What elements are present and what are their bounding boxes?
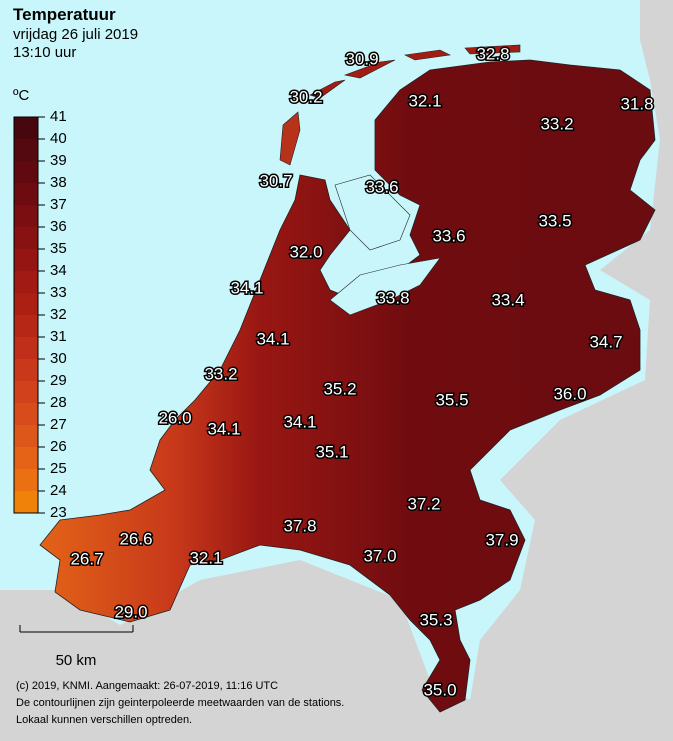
tick-label: 23 <box>50 504 67 521</box>
tick-label: 31 <box>50 328 67 345</box>
tick-label: 39 <box>50 152 67 169</box>
colorbar-segment <box>14 205 38 227</box>
station-value: 32.0 <box>289 242 322 261</box>
colorbar-segment <box>14 469 38 491</box>
island <box>279 111 301 166</box>
colorbar-segment <box>14 293 38 315</box>
station-value: 33.6 <box>432 226 465 245</box>
station-value: 32.1 <box>189 548 222 567</box>
colorbar-segment <box>14 425 38 447</box>
colorbar-segment <box>14 183 38 205</box>
station-value: 37.8 <box>283 516 316 535</box>
colorbar-segment <box>14 117 38 139</box>
station-value: 33.2 <box>204 364 237 383</box>
station-value: 35.3 <box>419 610 452 629</box>
footer-text: De contourlijnen zijn geinterpoleerde me… <box>16 697 344 709</box>
station-value: 34.1 <box>207 419 240 438</box>
footer-text: Lokaal kunnen verschillen optreden. <box>16 714 192 726</box>
station-value: 29.0 <box>114 602 147 621</box>
colorbar-segment <box>14 403 38 425</box>
tick-label: 38 <box>50 174 67 191</box>
colorbar-segment <box>14 447 38 469</box>
station-value: 26.0 <box>158 408 191 427</box>
station-value: 26.6 <box>119 529 152 548</box>
station-value: 32.1 <box>408 91 441 110</box>
time: 13:10 uur <box>13 44 76 61</box>
islands <box>309 44 521 99</box>
station-value: 35.5 <box>435 390 468 409</box>
station-value: 33.8 <box>376 288 409 307</box>
tick-label: 24 <box>50 482 67 499</box>
station-value: 26.7 <box>70 549 103 568</box>
colorbar-segment <box>14 227 38 249</box>
station-value: 32.8 <box>476 44 509 63</box>
tick-label: 25 <box>50 460 67 477</box>
tick-label: 33 <box>50 284 67 301</box>
tick-label: 29 <box>50 372 67 389</box>
station-value: 34.7 <box>589 332 622 351</box>
date: vrijdag 26 juli 2019 <box>13 26 138 43</box>
station-value: 37.2 <box>407 494 440 513</box>
tick-label: 40 <box>50 130 67 147</box>
tick-label: 26 <box>50 438 67 455</box>
tick-label: 37 <box>50 196 67 213</box>
lake <box>329 257 441 316</box>
station-value: 35.2 <box>323 379 356 398</box>
station-value: 35.0 <box>423 680 456 699</box>
tick-label: 32 <box>50 306 67 323</box>
colorbar-segment <box>14 381 38 403</box>
tick-label: 30 <box>50 350 67 367</box>
tick-label: 41 <box>50 108 67 125</box>
colorbar-segment <box>14 249 38 271</box>
station-value: 37.9 <box>485 530 518 549</box>
station-value: 30.9 <box>345 49 378 68</box>
station-value: 33.6 <box>365 177 398 196</box>
colorbar-segment <box>14 315 38 337</box>
colorbar-segment <box>14 161 38 183</box>
ijsselmeer <box>334 174 411 251</box>
station-value: 37.0 <box>363 546 396 565</box>
station-value: 34.1 <box>256 329 289 348</box>
station-value: 33.4 <box>491 290 524 309</box>
station-value: 36.0 <box>553 384 586 403</box>
netherlands <box>39 59 656 713</box>
colorbar-segment <box>14 359 38 381</box>
legend-unit: ºC <box>13 87 29 104</box>
tick-label: 34 <box>50 262 67 279</box>
station-value: 35.1 <box>315 442 348 461</box>
colorbar-segment <box>14 139 38 161</box>
tick-label: 36 <box>50 218 67 235</box>
tick-label: 35 <box>50 240 67 257</box>
colorbar-segment <box>14 271 38 293</box>
station-value: 31.8 <box>620 94 653 113</box>
station-value: 33.5 <box>538 211 571 230</box>
footer-text: (c) 2019, KNMI. Aangemaakt: 26-07-2019, … <box>16 680 278 692</box>
tick-label: 28 <box>50 394 67 411</box>
title: Temperatuur <box>13 5 116 24</box>
station-value: 30.2 <box>289 87 322 106</box>
station-value: 34.1 <box>230 278 263 297</box>
scale-label: 50 km <box>56 652 97 669</box>
station-value: 34.1 <box>283 412 316 431</box>
colorbar-segment <box>14 337 38 359</box>
station-value: 33.2 <box>540 114 573 133</box>
colorbar-segment <box>14 491 38 513</box>
station-value: 30.7 <box>259 171 292 190</box>
tick-label: 27 <box>50 416 67 433</box>
